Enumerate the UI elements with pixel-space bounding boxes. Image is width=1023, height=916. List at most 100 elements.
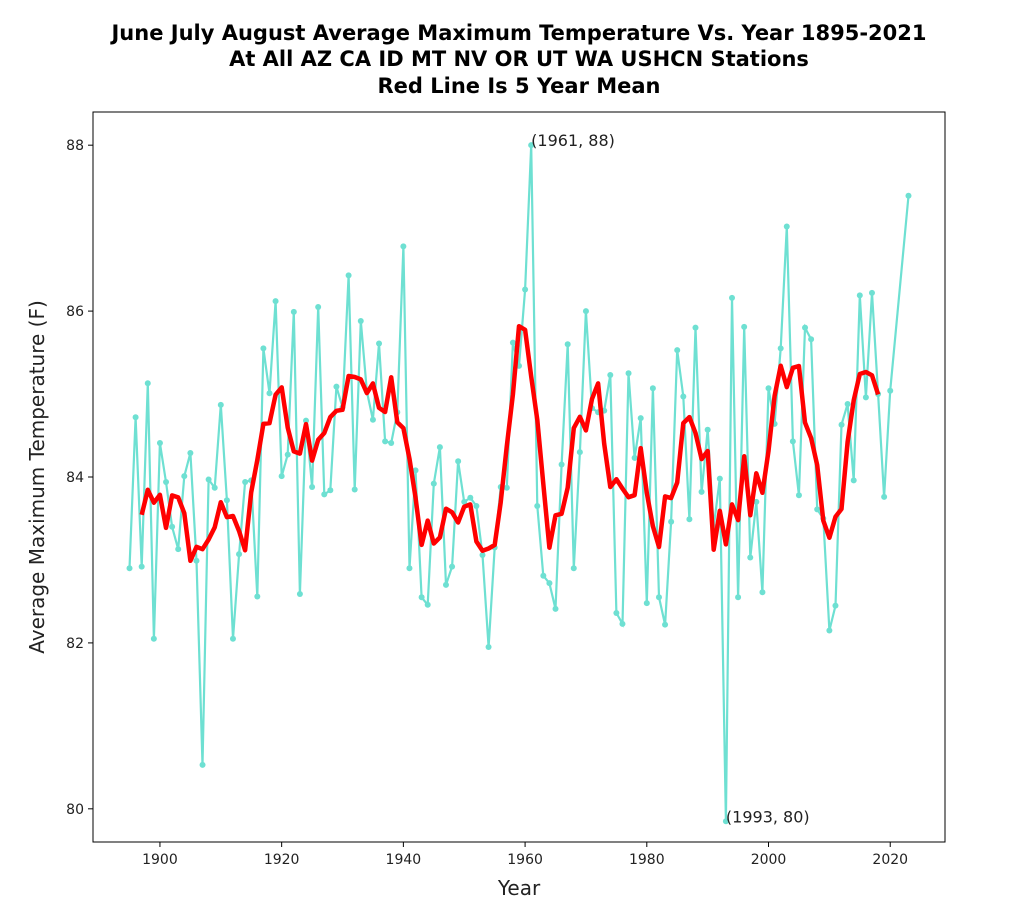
data-point-1949 — [455, 458, 462, 465]
data-point-1923 — [296, 590, 303, 597]
data-point-1992 — [716, 475, 723, 482]
data-point-1902 — [169, 523, 176, 530]
data-point-1940 — [400, 243, 407, 250]
data-point-1904 — [181, 473, 188, 480]
data-point-1918 — [266, 390, 273, 397]
chart-title-line-1: June July August Average Maximum Tempera… — [109, 21, 926, 45]
data-point-1984 — [668, 518, 675, 525]
data-point-2016 — [862, 394, 869, 401]
data-point-1989 — [698, 488, 705, 495]
data-point-1960 — [522, 286, 529, 293]
y-tick-label: 86 — [66, 304, 84, 320]
data-point-1944 — [424, 601, 431, 608]
data-point-1899 — [150, 635, 157, 642]
data-point-1913 — [236, 551, 243, 558]
data-point-2011 — [832, 602, 839, 609]
data-point-1976 — [619, 620, 626, 627]
data-point-1997 — [747, 554, 754, 561]
data-point-2005 — [795, 492, 802, 499]
y-axis-label: Average Maximum Temperature (F) — [25, 300, 49, 654]
data-point-1993 — [722, 818, 729, 825]
data-point-2023 — [905, 192, 912, 199]
data-point-2007 — [808, 336, 815, 343]
data-point-1950 — [461, 498, 468, 505]
data-point-1945 — [430, 480, 437, 487]
data-point-1957 — [503, 484, 510, 491]
data-point-1926 — [315, 303, 322, 310]
data-point-1896 — [132, 414, 139, 421]
data-point-1895 — [126, 565, 133, 572]
data-point-1943 — [418, 594, 425, 601]
data-point-1988 — [692, 324, 699, 331]
x-axis: 1900 1920 1940 1960 1980 2000 2020 — [142, 842, 908, 868]
data-point-1905 — [187, 449, 194, 456]
data-point-1980 — [643, 600, 650, 607]
y-axis: 80 82 84 86 88 — [66, 138, 93, 818]
data-point-1977 — [625, 370, 632, 377]
data-point-1953 — [479, 551, 486, 558]
data-point-1916 — [254, 593, 261, 600]
x-tick-label: 1900 — [142, 852, 178, 868]
data-point-1903 — [175, 546, 182, 553]
data-point-1951 — [467, 494, 474, 501]
data-point-1906 — [193, 557, 200, 564]
data-point-1987 — [686, 516, 693, 523]
data-point-1969 — [576, 449, 583, 456]
data-point-1928 — [327, 487, 334, 494]
data-point-1936 — [376, 340, 383, 347]
data-point-1898 — [144, 380, 151, 387]
x-tick-label: 2000 — [751, 852, 787, 868]
data-point-1968 — [570, 565, 577, 572]
data-point-1999 — [759, 589, 766, 596]
data-point-1947 — [442, 581, 449, 588]
x-tick-label: 1980 — [629, 852, 665, 868]
plot-area: (1961, 88) (1993, 80) — [126, 131, 912, 826]
data-point-2012 — [838, 421, 845, 428]
data-point-2003 — [783, 223, 790, 230]
data-point-1907 — [199, 761, 206, 768]
x-axis-label: Year — [497, 876, 541, 900]
data-point-1958 — [509, 339, 516, 346]
data-point-1901 — [163, 478, 170, 485]
data-point-1929 — [333, 383, 340, 390]
y-tick-label: 82 — [66, 636, 84, 652]
data-point-1979 — [637, 415, 644, 422]
data-point-1942 — [412, 467, 419, 474]
data-point-1996 — [741, 323, 748, 330]
data-point-2019 — [881, 493, 888, 500]
annotation-label: (1993, 80) — [726, 807, 810, 826]
data-point-2013 — [844, 401, 851, 407]
data-point-1990 — [704, 426, 711, 433]
y-tick-label: 84 — [66, 470, 84, 486]
data-point-1912 — [229, 635, 236, 642]
x-tick-label: 2020 — [872, 852, 908, 868]
data-point-1914 — [242, 478, 249, 485]
data-point-1964 — [546, 580, 553, 587]
data-point-1911 — [223, 497, 230, 504]
data-point-1981 — [649, 385, 656, 392]
data-point-1919 — [272, 298, 279, 305]
data-point-1983 — [662, 621, 669, 628]
data-point-1938 — [388, 439, 395, 446]
data-point-1974 — [607, 371, 614, 378]
five-year-mean-line — [139, 323, 881, 564]
data-point-1908 — [205, 476, 212, 483]
data-point-1922 — [290, 308, 297, 315]
data-point-1975 — [613, 610, 620, 617]
data-point-1941 — [406, 565, 413, 572]
data-point-1961 — [528, 142, 535, 149]
data-point-1982 — [655, 594, 662, 601]
data-point-2010 — [826, 627, 833, 634]
data-point-2004 — [789, 438, 796, 445]
data-point-1920 — [278, 473, 285, 480]
data-point-1925 — [309, 483, 316, 490]
data-point-1954 — [485, 644, 492, 651]
data-point-1946 — [436, 444, 443, 451]
data-point-2000 — [765, 385, 772, 392]
data-point-1952 — [473, 503, 480, 510]
data-point-1998 — [753, 498, 760, 505]
data-point-1935 — [369, 416, 376, 423]
data-point-1994 — [729, 294, 735, 301]
data-point-1965 — [552, 605, 559, 612]
data-point-1917 — [260, 345, 267, 352]
